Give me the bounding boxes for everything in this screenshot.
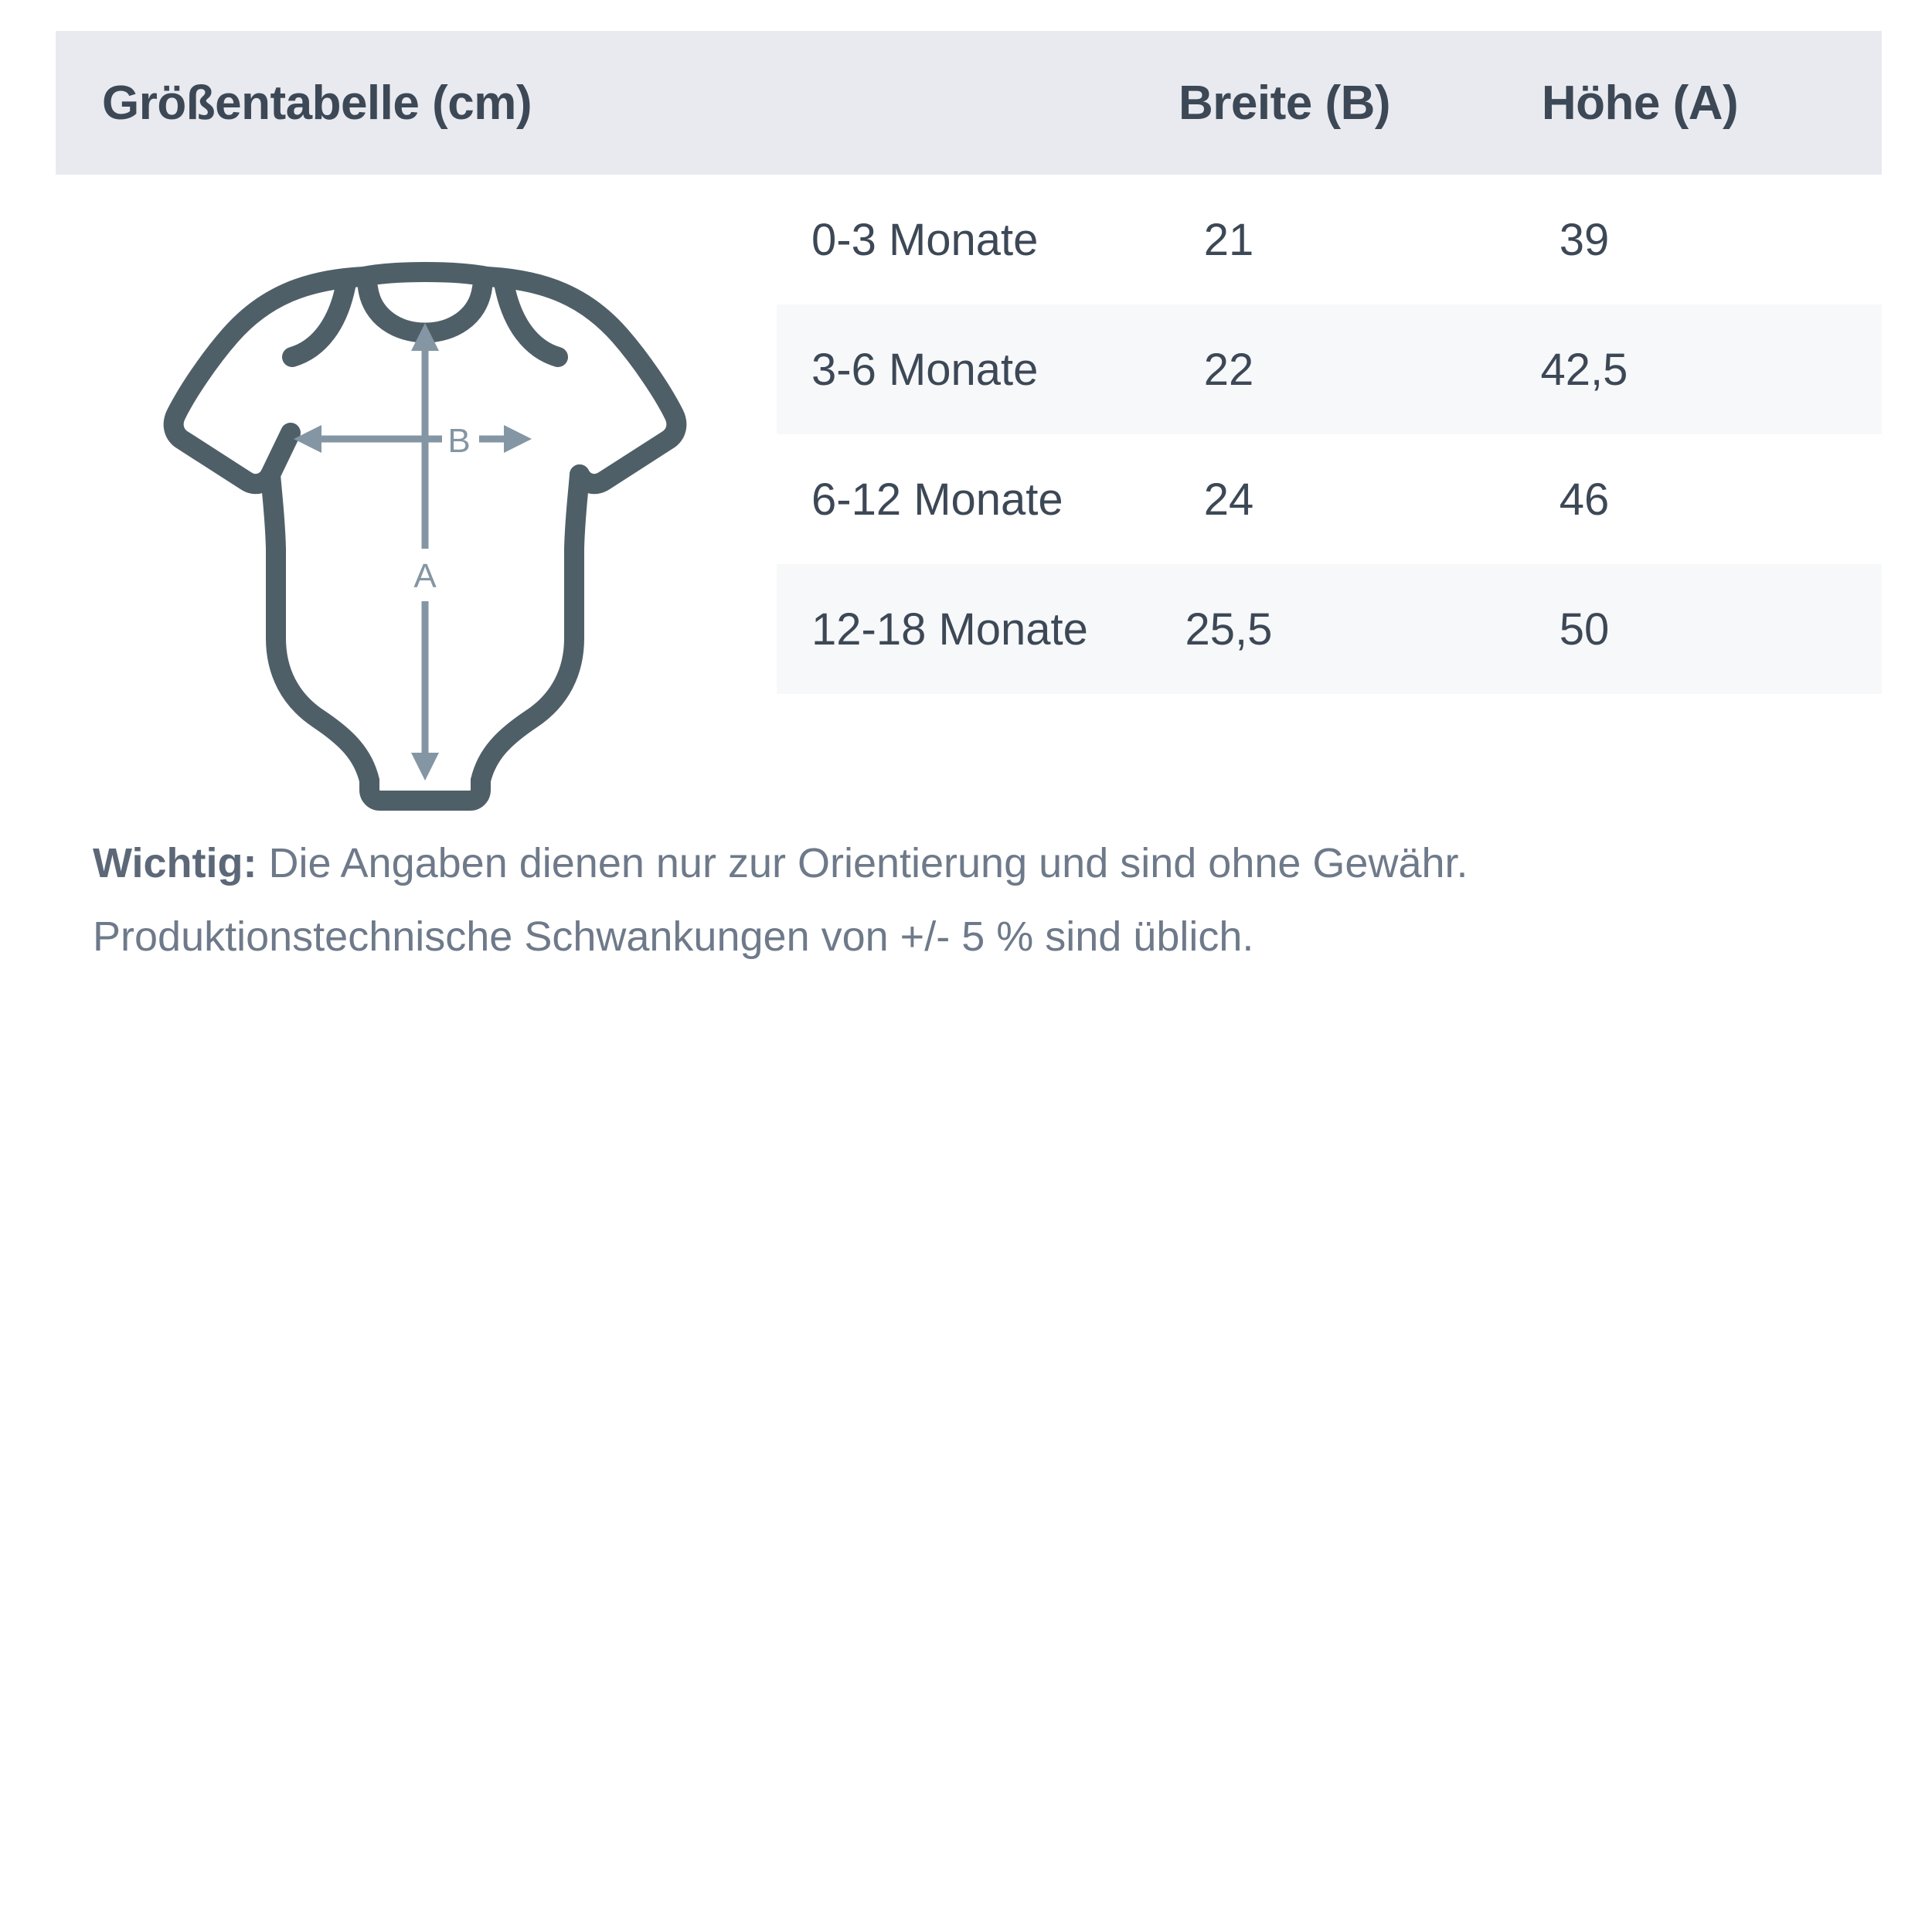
cell-size-label: 6-12 Monate [811, 474, 1063, 525]
dimension-label-a: A [413, 557, 437, 595]
bodysuit-icon [163, 262, 687, 811]
cell-size-label: 0-3 Monate [811, 214, 1039, 265]
cell-size-label: 12-18 Monate [811, 604, 1088, 655]
cell-size-label: 3-6 Monate [811, 344, 1039, 395]
table-row: 6-12 Monate 24 46 [777, 434, 1882, 564]
footnote-line-1: Wichtig: Die Angaben dienen nur zur Orie… [93, 840, 1468, 886]
dimension-annotations [294, 323, 532, 781]
cell-height: 39 [1559, 214, 1610, 265]
bodysuit-illustration: B A [139, 240, 711, 811]
table-header-band: Größentabelle (cm) Breite (B) Höhe (A) [56, 31, 1882, 175]
column-header-height: Höhe (A) [1541, 76, 1739, 130]
arrowhead-up [411, 323, 439, 351]
cell-width: 24 [1203, 474, 1254, 525]
footnote-line-1-text: Die Angaben dienen nur zur Orientierung … [257, 840, 1468, 886]
footnote-line-2: Produktionstechnische Schwankungen von +… [93, 913, 1254, 960]
table-row: 0-3 Monate 21 39 [777, 175, 1882, 304]
column-header-width: Breite (B) [1178, 76, 1391, 130]
size-table: 0-3 Monate 21 39 3-6 Monate 22 42,5 6-12… [777, 175, 1882, 694]
table-row: 12-18 Monate 25,5 50 [777, 564, 1882, 694]
cell-height: 42,5 [1540, 344, 1628, 395]
footnote-lead: Wichtig: [93, 840, 257, 886]
cell-height: 50 [1559, 604, 1610, 655]
arrowhead-right [504, 425, 532, 453]
arrowhead-down [411, 753, 439, 781]
dimension-label-b: B [447, 422, 470, 460]
footnote: Wichtig: Die Angaben dienen nur zur Orie… [93, 827, 1870, 974]
page-title: Größentabelle (cm) [102, 76, 532, 130]
arrowhead-left [294, 425, 321, 453]
cell-width: 22 [1203, 344, 1254, 395]
cell-width: 21 [1203, 214, 1254, 265]
cell-width: 25,5 [1185, 604, 1273, 655]
cell-height: 46 [1559, 474, 1610, 525]
table-row: 3-6 Monate 22 42,5 [777, 304, 1882, 434]
